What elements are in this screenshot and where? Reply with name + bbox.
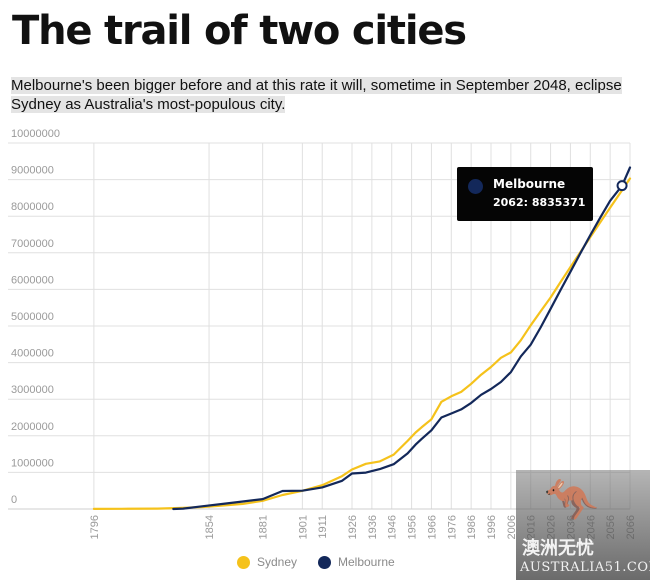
watermark-english: AUSTRALIA51.COM — [520, 560, 650, 575]
y-tick-label: 9000000 — [11, 165, 54, 177]
x-tick-label: 1854 — [204, 515, 216, 539]
x-tick-label: 1881 — [258, 515, 270, 539]
hover-tooltip: Melbourne 2062: 8835371 — [457, 167, 593, 221]
watermark-chinese: 澳洲无忧 — [522, 538, 594, 559]
x-tick-label: 1901 — [297, 515, 309, 539]
y-tick-label: 3000000 — [11, 384, 54, 396]
tooltip-series-dot — [468, 179, 483, 194]
x-tick-label: 1996 — [486, 515, 498, 539]
y-tick-label: 10000000 — [11, 128, 60, 140]
page-title: The trail of two cities — [12, 8, 467, 54]
y-tick-label: 6000000 — [11, 274, 54, 286]
legend-label-sydney: Sydney — [257, 555, 298, 569]
watermark-logo: 🦘 澳洲无忧 AUSTRALIA51.COM — [516, 470, 650, 580]
x-tick-label: 1956 — [407, 515, 419, 539]
series-line-sydney[interactable] — [92, 177, 632, 510]
y-tick-label: 8000000 — [11, 201, 54, 213]
y-tick-label: 1000000 — [11, 457, 54, 469]
y-tick-label: 2000000 — [11, 421, 54, 433]
chart-legend: Sydney Melbourne — [0, 553, 650, 573]
hover-point-marker[interactable] — [616, 180, 628, 192]
x-tick-label: 1966 — [426, 515, 438, 539]
series-layer — [92, 166, 632, 511]
hover-marker-layer — [616, 180, 628, 192]
x-tick-label: 1911 — [317, 515, 329, 539]
page-subtitle: Melbourne's been bigger before and at th… — [11, 76, 641, 114]
tooltip-value: 2062: 8835371 — [493, 196, 586, 209]
x-tick-label: 1986 — [466, 515, 478, 539]
x-tick-label: 1936 — [367, 515, 379, 539]
tooltip-series-name: Melbourne — [493, 177, 566, 191]
y-tick-label: 4000000 — [11, 348, 54, 360]
x-tick-label: 2006 — [506, 515, 518, 539]
legend-swatch-sydney — [237, 556, 250, 569]
x-tick-label: 1946 — [387, 515, 399, 539]
series-line-melbourne[interactable] — [172, 166, 632, 511]
y-tick-label: 0 — [11, 494, 17, 506]
legend-swatch-melbourne — [318, 556, 331, 569]
y-axis-ticks: 0 1000000 2000000 3000000 4000000 5000000 6000… — [11, 128, 60, 506]
y-tick-label: 5000000 — [11, 311, 54, 323]
kangaroo-icon: 🦘 — [544, 475, 599, 526]
y-tick-label: 7000000 — [11, 238, 54, 250]
x-tick-label: 1796 — [89, 515, 101, 539]
x-tick-label: 1976 — [446, 515, 458, 539]
legend-label-melbourne: Melbourne — [338, 555, 395, 569]
x-tick-label: 1926 — [347, 515, 359, 539]
